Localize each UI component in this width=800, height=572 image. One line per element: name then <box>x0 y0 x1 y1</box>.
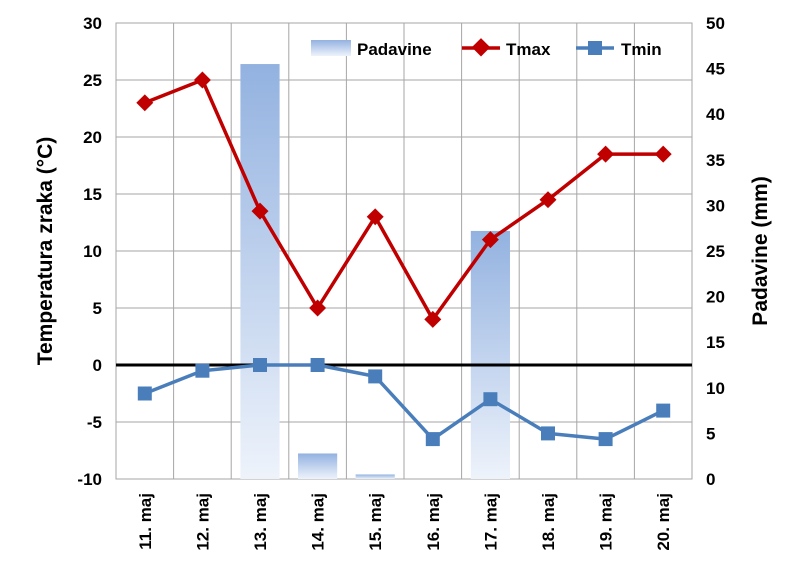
x-axis-ticks: 11. maj 12. maj 13. maj 14. maj 15. maj 16. m… <box>136 493 673 551</box>
y-tick-label: 5 <box>93 299 102 318</box>
y2-tick-label: 0 <box>706 470 715 489</box>
x-tick-label: 14. maj <box>309 493 328 551</box>
y2-tick-label: 30 <box>706 196 725 215</box>
point-tmin-8 <box>541 426 555 441</box>
bar-padavine-4 <box>298 453 338 479</box>
y-axis-left-ticks: 30 25 20 15 10 5 0 -5 -10 <box>77 14 102 489</box>
y-tick-label: 15 <box>83 185 102 204</box>
y-tick-label: -10 <box>77 470 102 489</box>
y2-tick-label: 40 <box>706 105 725 124</box>
grid <box>116 22 692 480</box>
x-tick-label: 15. maj <box>366 493 385 551</box>
legend: Padavine Tmax Tmin <box>311 38 662 59</box>
y-tick-label: 30 <box>83 14 102 33</box>
series-line-tmax <box>144 78 664 322</box>
point-tmin-3 <box>253 358 267 372</box>
point-tmin-9 <box>598 432 613 447</box>
point-tmin-10 <box>656 403 671 418</box>
legend-marker-tmax <box>471 38 491 57</box>
x-tick-label: 13. maj <box>251 493 270 551</box>
x-tick-label: 12. maj <box>193 493 212 551</box>
x-tick-label: 17. maj <box>481 493 500 551</box>
y2-tick-label: 25 <box>706 242 725 261</box>
legend-swatch-padavine <box>311 40 351 56</box>
y2-tick-label: 20 <box>706 288 725 307</box>
legend-label-tmax: Tmax <box>506 40 551 59</box>
x-tick-label: 19. maj <box>597 493 616 551</box>
point-tmax-3 <box>251 202 269 220</box>
y-tick-label: -5 <box>87 413 102 432</box>
legend-marker-tmin <box>588 41 602 55</box>
bar-padavine-7 <box>470 230 510 479</box>
point-tmin-7 <box>483 392 498 407</box>
point-tmax-2 <box>193 71 211 89</box>
x-tick-label: 16. maj <box>424 493 443 551</box>
bar-padavine-3 <box>240 64 280 479</box>
series-lines <box>136 71 672 447</box>
point-tmax-7 <box>481 231 499 249</box>
point-tmax-6 <box>424 310 442 328</box>
bar-padavine-5 <box>355 474 395 479</box>
bars-padavine <box>240 64 510 479</box>
y-axis-left-title: Temperatura zraka (°C) <box>34 137 57 366</box>
y2-tick-label: 5 <box>706 424 715 443</box>
y-tick-label: 25 <box>83 71 102 90</box>
point-tmax-10 <box>654 145 672 163</box>
point-tmin-5 <box>368 369 383 384</box>
y2-tick-label: 35 <box>706 151 725 170</box>
y2-tick-label: 45 <box>706 60 725 79</box>
point-tmin-2 <box>195 363 210 378</box>
series-line-tmin <box>144 363 664 441</box>
y2-tick-label: 15 <box>706 333 725 352</box>
x-tick-label: 20. maj <box>654 493 673 551</box>
y2-tick-label: 50 <box>706 14 725 33</box>
point-tmax-9 <box>597 145 615 163</box>
point-tmax-5 <box>366 208 384 226</box>
point-tmax-1 <box>136 94 154 112</box>
y-tick-label: 10 <box>83 242 102 261</box>
x-tick-label: 18. maj <box>539 493 558 551</box>
point-tmax-8 <box>539 191 557 209</box>
y-axis-right-title: Padavine (mm) <box>749 176 772 325</box>
point-tmin-6 <box>425 432 440 447</box>
x-tick-label: 11. maj <box>136 493 155 550</box>
y-tick-label: 20 <box>83 128 102 147</box>
point-tmin-4 <box>310 358 325 372</box>
point-tmax-4 <box>309 299 327 317</box>
point-tmin-1 <box>137 386 152 401</box>
y2-tick-label: 10 <box>706 379 725 398</box>
legend-label-tmin: Tmin <box>621 40 662 59</box>
y-tick-label: 0 <box>93 356 102 375</box>
legend-label-padavine: Padavine <box>357 40 432 59</box>
